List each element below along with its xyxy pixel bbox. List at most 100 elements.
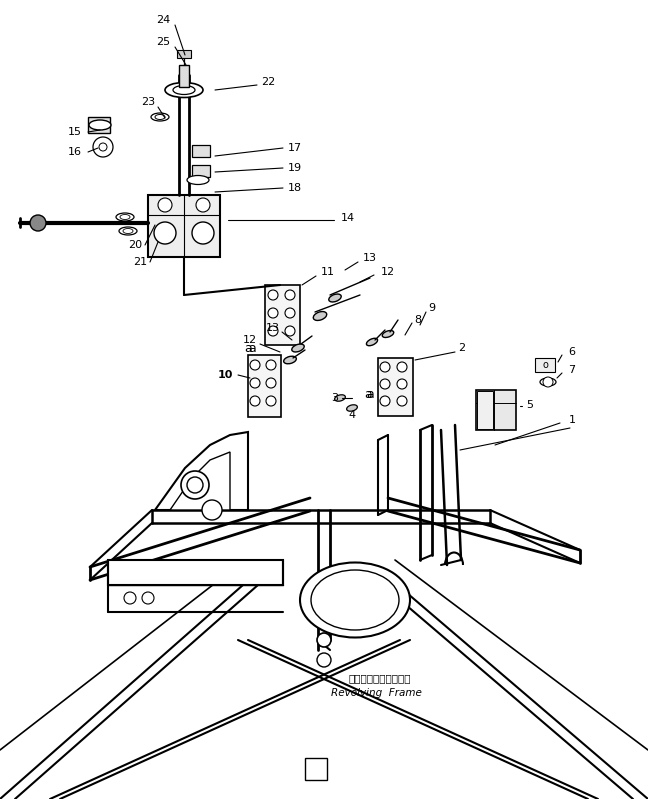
Text: レボルビングフレーム: レボルビングフレーム [349, 673, 411, 683]
Circle shape [397, 362, 407, 372]
Text: 20: 20 [128, 240, 142, 250]
Text: 16: 16 [68, 147, 82, 157]
Text: o: o [542, 360, 548, 370]
Ellipse shape [173, 85, 195, 94]
Circle shape [142, 592, 154, 604]
Text: 6: 6 [568, 347, 575, 357]
Ellipse shape [329, 294, 341, 302]
Ellipse shape [187, 176, 209, 185]
Polygon shape [155, 432, 248, 510]
Ellipse shape [366, 338, 378, 346]
Text: 13: 13 [266, 323, 280, 333]
Bar [305, 758, 327, 780]
Ellipse shape [382, 331, 394, 337]
Bar [148, 195, 220, 257]
Bar [108, 560, 283, 585]
Circle shape [543, 377, 553, 387]
Text: 24: 24 [156, 15, 170, 25]
Text: 12: 12 [381, 267, 395, 277]
Circle shape [285, 326, 295, 336]
Circle shape [93, 137, 113, 157]
Text: 21: 21 [133, 257, 147, 267]
Circle shape [266, 396, 276, 406]
Ellipse shape [311, 570, 399, 630]
Circle shape [250, 360, 260, 370]
Ellipse shape [540, 378, 556, 386]
Circle shape [250, 396, 260, 406]
Text: 14: 14 [341, 213, 355, 223]
Circle shape [192, 222, 214, 244]
Text: 8: 8 [415, 315, 422, 325]
Text: 10: 10 [217, 370, 233, 380]
Circle shape [285, 308, 295, 318]
Text: 19: 19 [288, 163, 302, 173]
Text: 25: 25 [156, 37, 170, 47]
Text: 23: 23 [141, 97, 155, 107]
Circle shape [317, 653, 331, 667]
Ellipse shape [155, 114, 165, 120]
Circle shape [181, 471, 209, 499]
Circle shape [317, 633, 331, 647]
Ellipse shape [284, 356, 296, 364]
Polygon shape [170, 452, 230, 510]
Bar [535, 358, 555, 372]
Ellipse shape [120, 214, 130, 220]
Ellipse shape [151, 113, 169, 121]
Circle shape [196, 198, 210, 212]
Circle shape [158, 198, 172, 212]
Text: 15: 15 [68, 127, 82, 137]
Circle shape [397, 396, 407, 406]
Text: 18: 18 [288, 183, 302, 193]
Circle shape [380, 362, 390, 372]
Text: 4: 4 [349, 410, 356, 420]
Text: 1: 1 [568, 415, 575, 425]
Text: a: a [364, 388, 372, 400]
Circle shape [30, 215, 46, 231]
Text: 7: 7 [568, 365, 575, 375]
Bar [265, 285, 300, 345]
Circle shape [266, 378, 276, 388]
Ellipse shape [89, 120, 111, 130]
Ellipse shape [300, 562, 410, 638]
Bar [192, 145, 210, 157]
Ellipse shape [116, 213, 134, 221]
Text: 11: 11 [321, 267, 335, 277]
Ellipse shape [334, 395, 345, 401]
Ellipse shape [347, 405, 357, 411]
Text: 13: 13 [363, 253, 377, 263]
Circle shape [380, 379, 390, 389]
Ellipse shape [165, 82, 203, 97]
Text: 22: 22 [261, 77, 275, 87]
Circle shape [154, 222, 176, 244]
Text: 12: 12 [243, 335, 257, 345]
Circle shape [380, 396, 390, 406]
Circle shape [285, 290, 295, 300]
Circle shape [397, 379, 407, 389]
Bar [378, 358, 413, 416]
Text: a: a [248, 341, 256, 355]
Bar [477, 391, 493, 429]
Ellipse shape [313, 312, 327, 320]
Circle shape [266, 360, 276, 370]
Ellipse shape [292, 344, 304, 352]
Circle shape [187, 477, 203, 493]
Text: a: a [244, 341, 252, 355]
Text: 17: 17 [288, 143, 302, 153]
Circle shape [268, 290, 278, 300]
Ellipse shape [119, 227, 137, 235]
Ellipse shape [123, 229, 133, 233]
Bar [179, 65, 189, 87]
Text: 3: 3 [332, 393, 338, 403]
Bar [248, 355, 281, 417]
Circle shape [124, 592, 136, 604]
Bar [476, 390, 516, 430]
Text: Revolving  Frame: Revolving Frame [330, 688, 421, 698]
Text: 5: 5 [526, 400, 533, 410]
Text: 9: 9 [428, 303, 435, 313]
Circle shape [250, 378, 260, 388]
Bar [88, 117, 110, 133]
Text: 2: 2 [458, 343, 465, 353]
Circle shape [202, 500, 222, 520]
Circle shape [268, 308, 278, 318]
Bar [192, 165, 210, 177]
